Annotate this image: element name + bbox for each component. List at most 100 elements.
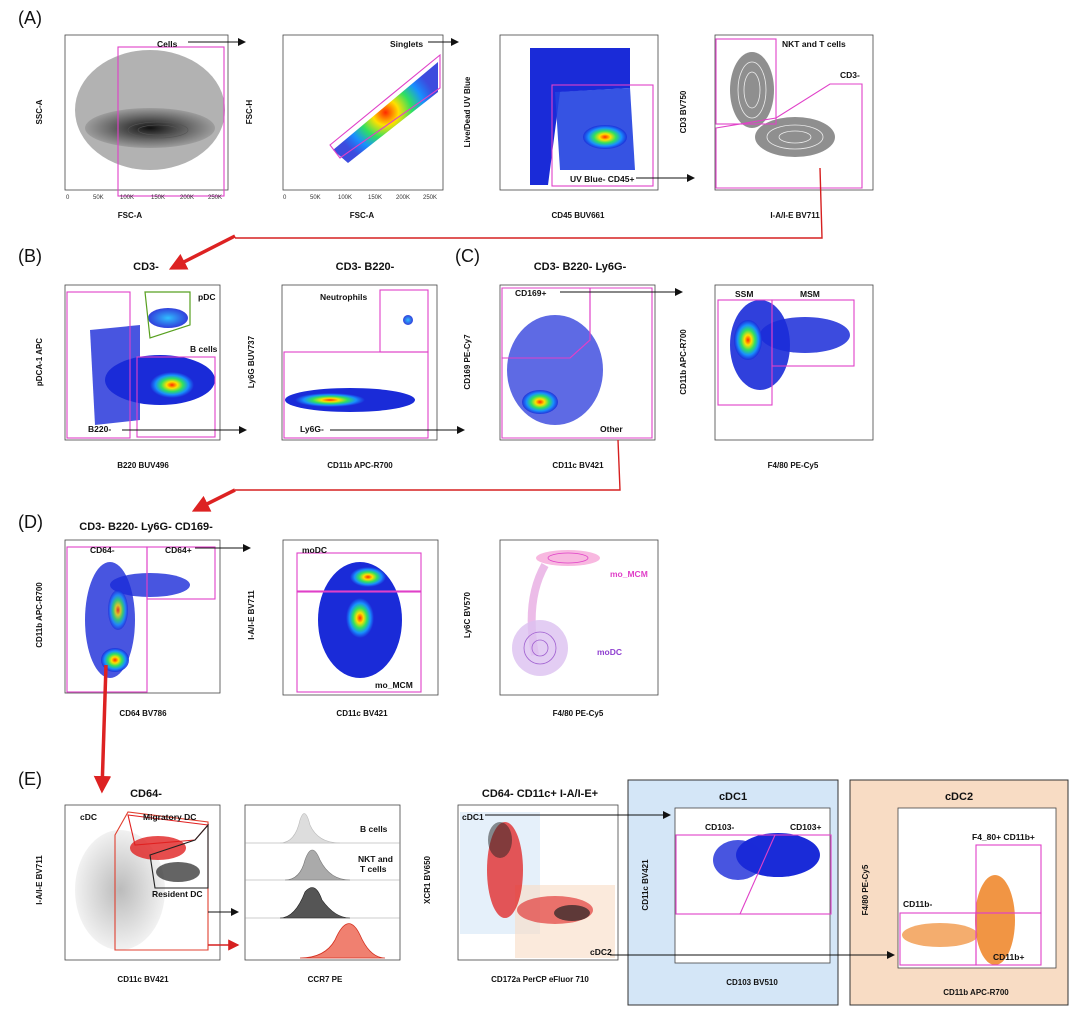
svg-text:250K: 250K [208,195,222,201]
title-b2: CD3- B220- [336,261,395,273]
title-e4: cDC1 [719,791,747,803]
gate-cdc1-e3: cDC1 [462,812,484,822]
axis-e4-x: CD103 BV510 [726,978,778,987]
section-a-label: (A) [18,8,42,28]
axis-e2-x: CCR7 PE [308,975,343,984]
axis-a3-x: CD45 BUV661 [552,211,605,220]
section-d-label: (D) [18,512,43,532]
plot-a1: Cells FSC-A SSC-A 0 50K 100K 150K 200K 250K [35,34,229,220]
gate-uvblue: UV Blue- CD45+ [570,174,635,184]
gate-cd103pos: CD103+ [790,822,821,832]
title-e3: CD64- CD11c+ I-A/I-E+ [482,788,598,800]
axis-c1-y: CD169 PE-Cy7 [463,334,472,390]
title-d1: CD3- B220- Ly6G- CD169- [79,521,213,533]
plot-c1: CD169+ Other CD11c BV421 CD169 PE-Cy7 [463,284,656,470]
red-arrow-d [191,488,236,512]
axis-a4-y: CD3 BV750 [679,90,688,133]
gate-ly6gneg: Ly6G- [300,424,324,434]
red-arrow-e [93,664,112,794]
axis-d2-x: CD11c BV421 [336,709,388,718]
axis-b2-x: CD11b APC-R700 [327,461,393,470]
axis-e5-x: CD11b APC-R700 [943,988,1009,997]
title-b1: CD3- [133,261,159,273]
plot-a2: Singlets FSC-A FSC-H 0 50K 100K 150K 200K 250… [245,34,444,220]
svg-text:0: 0 [66,195,70,201]
axis-c1-x: CD11c BV421 [552,461,604,470]
panel-cdc1: cDC1 CD103- CD103+ CD103 BV510 CD11c BV4… [627,779,839,1006]
plot-b2: Neutrophils Ly6G- CD11b APC-R700 Ly6G BU… [247,284,438,470]
gate-nkt: NKT and T cells [782,39,846,49]
hist-row-bcells: B cells [360,824,388,834]
gate-msm: MSM [800,289,820,299]
gate-cd11bneg: CD11b- [903,899,932,909]
gate-pdc: pDC [198,292,215,302]
axis-e1-y: I-A/I-E BV711 [35,855,44,905]
gate-cd3neg-a4: CD3- [840,70,860,80]
section-c-label: (C) [455,246,480,266]
svg-text:150K: 150K [368,195,382,201]
axis-e3-x: CD172a PerCP eFluor 710 [491,975,589,984]
gate-neutrophils: Neutrophils [320,292,367,302]
hist-row-nkt: NKT and [358,854,393,864]
svg-text:150K: 150K [151,195,165,201]
gate-migratory: Migratory DC [143,812,196,822]
title-c1: CD3- B220- Ly6G- [534,261,627,273]
axis-d2-y: I-A/I-E BV711 [247,590,256,640]
plot-e1: cDC Migratory DC Resident DC CD11c BV421… [35,804,221,984]
axis-a1-x: FSC-A [118,211,143,220]
plot-a4: NKT and T cells CD3- I-A/I-E BV711 CD3 B… [679,34,874,220]
gate-cd11bpos: CD11b+ [993,952,1024,962]
axis-b1-x: B220 BUV496 [117,461,169,470]
axis-a3-y: Live/Dead UV Blue [463,76,472,147]
axis-e1-x: CD11c BV421 [117,975,169,984]
axis-e5-y: F4/80 PE-Cy5 [861,864,870,915]
plot-a3: UV Blue- CD45+ CD45 BUV661 Live/Dead UV … [463,34,659,220]
axis-b2-y: Ly6G BUV737 [247,335,256,388]
axis-d3-x: F4/80 PE-Cy5 [553,709,604,718]
axis-a4-x: I-A/I-E BV711 [770,211,820,220]
panel-cdc2: cDC2 F4_80+ CD11b+ CD11b- CD11b+ CD11b A… [849,779,1069,1006]
plot-b1: pDC B cells B220- B220 BUV496 pDCA-1 APC [35,284,221,470]
gate-cd64neg: CD64- [90,545,115,555]
plot-d3: mo_MCM moDC F4/80 PE-Cy5 Ly6C BV570 [463,539,659,718]
gate-bcells: B cells [190,344,218,354]
title-e1: CD64- [130,788,162,800]
title-e5: cDC2 [945,791,973,803]
axis-c2-y: CD11b APC-R700 [679,329,688,395]
connector-c-d [235,439,621,491]
axis-a2-x: FSC-A [350,211,375,220]
gate-singlets: Singlets [390,39,423,49]
plot-e3: cDC1 cDC2 CD172a PerCP eFluor 710 XCR1 B… [423,804,619,984]
plot-d1: CD64- CD64+ CD64 BV786 CD11b APC-R700 [35,539,221,718]
axis-a1-y: SSC-A [35,99,44,124]
gate-cd169pos: CD169+ [515,288,546,298]
gate-cells: Cells [157,39,178,49]
axis-d1-x: CD64 BV786 [119,709,167,718]
gate-cdc: cDC [80,812,97,822]
gate-momcm: mo_MCM [375,680,413,690]
axis-a2-y: FSC-H [245,100,254,125]
plot-c2: SSM MSM F4/80 PE-Cy5 CD11b APC-R700 [679,284,874,470]
svg-text:100K: 100K [338,195,352,201]
axis-e3-y: XCR1 BV650 [423,855,432,904]
svg-text:0: 0 [283,195,287,201]
svg-text:200K: 200K [396,195,410,201]
svg-text:200K: 200K [180,195,194,201]
gate-ssm: SSM [735,289,753,299]
gate-cd103neg: CD103- [705,822,734,832]
axis-d1-y: CD11b APC-R700 [35,582,44,648]
gate-f480pos: F4_80+ CD11b+ [972,832,1035,842]
section-b-label: (B) [18,246,42,266]
plot-d2: moDC mo_MCM CD11c BV421 I-A/I-E BV711 [247,539,439,718]
plot-e2-histogram: B cells NKT and T cells CCR7 PE [244,804,401,984]
gate-cdc2-e3: cDC2 [590,947,612,957]
gate-modc: moDC [302,545,327,555]
svg-text:250K: 250K [423,195,437,201]
axis-d3-y: Ly6C BV570 [463,591,472,638]
gate-b220neg: B220- [88,424,111,434]
axis-c2-x: F4/80 PE-Cy5 [768,461,819,470]
connector-a-b [235,167,823,239]
svg-text:50K: 50K [93,195,104,201]
hist-row-tcells: T cells [360,864,387,874]
